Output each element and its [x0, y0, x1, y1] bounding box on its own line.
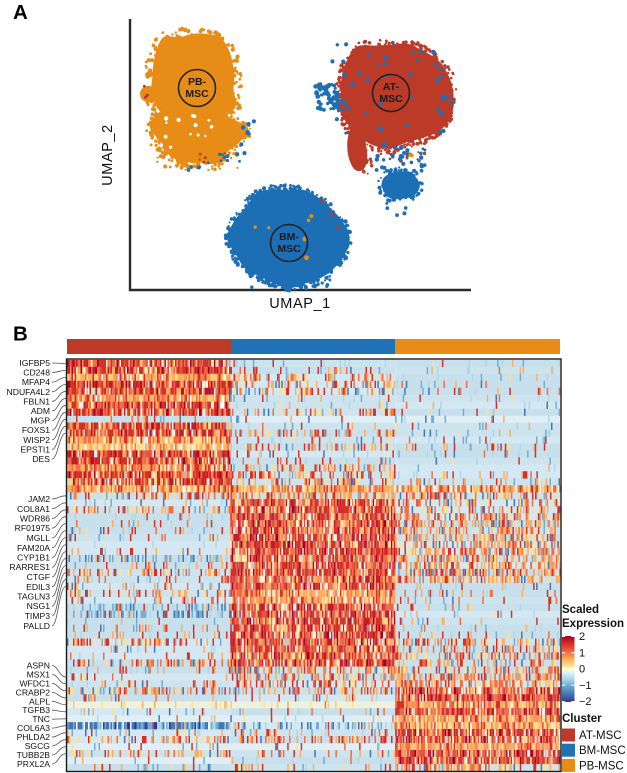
- svg-text:BM-: BM-: [279, 231, 299, 243]
- svg-text:CTGF: CTGF: [27, 572, 50, 582]
- svg-text:WISP2: WISP2: [23, 435, 50, 445]
- svg-text:2: 2: [579, 631, 585, 643]
- svg-text:1: 1: [579, 648, 585, 660]
- svg-text:RF01975: RF01975: [15, 523, 51, 533]
- svg-text:EDIL3: EDIL3: [26, 582, 50, 592]
- svg-text:PHLDA2: PHLDA2: [17, 732, 51, 742]
- svg-text:−2: −2: [579, 696, 592, 708]
- svg-text:PRXL2A: PRXL2A: [17, 759, 50, 769]
- svg-text:−1: −1: [579, 680, 592, 692]
- svg-text:UMAP_2: UMAP_2: [100, 124, 116, 186]
- svg-text:CRABP2: CRABP2: [16, 687, 51, 697]
- svg-text:B: B: [13, 323, 28, 346]
- svg-text:IGFBP5: IGFBP5: [19, 358, 50, 368]
- svg-text:AT-: AT-: [383, 81, 400, 93]
- svg-text:FAM20A: FAM20A: [17, 543, 50, 553]
- svg-text:SGCG: SGCG: [25, 741, 51, 751]
- svg-text:PALLD: PALLD: [23, 621, 50, 631]
- svg-text:ALPL: ALPL: [29, 696, 50, 706]
- svg-text:JAM2: JAM2: [28, 494, 50, 504]
- svg-text:TIMP3: TIMP3: [25, 611, 51, 621]
- svg-text:BM-MSC: BM-MSC: [579, 745, 626, 757]
- svg-text:TAGLN3: TAGLN3: [17, 592, 50, 602]
- svg-text:TUBB2B: TUBB2B: [17, 750, 51, 760]
- svg-text:MSC: MSC: [185, 88, 209, 100]
- svg-text:WFDC1: WFDC1: [19, 678, 50, 688]
- svg-text:COL8A1: COL8A1: [17, 504, 50, 514]
- svg-text:UMAP_1: UMAP_1: [269, 296, 331, 312]
- svg-text:EPSTI1: EPSTI1: [20, 444, 50, 454]
- svg-text:FOXS1: FOXS1: [22, 425, 50, 435]
- svg-text:A: A: [13, 1, 28, 24]
- svg-text:NSG1: NSG1: [27, 601, 51, 611]
- svg-text:CD248: CD248: [23, 368, 50, 378]
- svg-text:MGP: MGP: [30, 416, 50, 426]
- svg-text:RARRES1: RARRES1: [9, 562, 50, 572]
- svg-text:MSC: MSC: [277, 243, 301, 255]
- svg-text:COL6A3: COL6A3: [17, 723, 50, 733]
- svg-text:Expression: Expression: [562, 618, 624, 630]
- svg-text:TNC: TNC: [32, 714, 50, 724]
- svg-text:PB-: PB-: [188, 76, 207, 88]
- svg-text:MSC: MSC: [379, 93, 403, 105]
- svg-text:MFAP4: MFAP4: [22, 377, 50, 387]
- svg-text:MGLL: MGLL: [27, 533, 51, 543]
- svg-text:ASPN: ASPN: [27, 661, 50, 671]
- svg-text:DES: DES: [32, 454, 50, 464]
- svg-text:AT-MSC: AT-MSC: [579, 730, 622, 742]
- svg-text:0: 0: [579, 664, 585, 676]
- svg-text:MSX1: MSX1: [27, 670, 51, 680]
- svg-text:CYP1B1: CYP1B1: [17, 553, 50, 563]
- svg-text:WDR86: WDR86: [20, 514, 50, 524]
- svg-text:Scaled: Scaled: [562, 604, 599, 616]
- svg-text:TGFB3: TGFB3: [22, 705, 50, 715]
- svg-text:Cluster: Cluster: [562, 713, 602, 725]
- svg-text:NDUFA4L2: NDUFA4L2: [7, 387, 51, 397]
- svg-text:FBLN1: FBLN1: [23, 396, 50, 406]
- svg-text:ADM: ADM: [31, 406, 50, 416]
- svg-text:PB-MSC: PB-MSC: [579, 760, 624, 772]
